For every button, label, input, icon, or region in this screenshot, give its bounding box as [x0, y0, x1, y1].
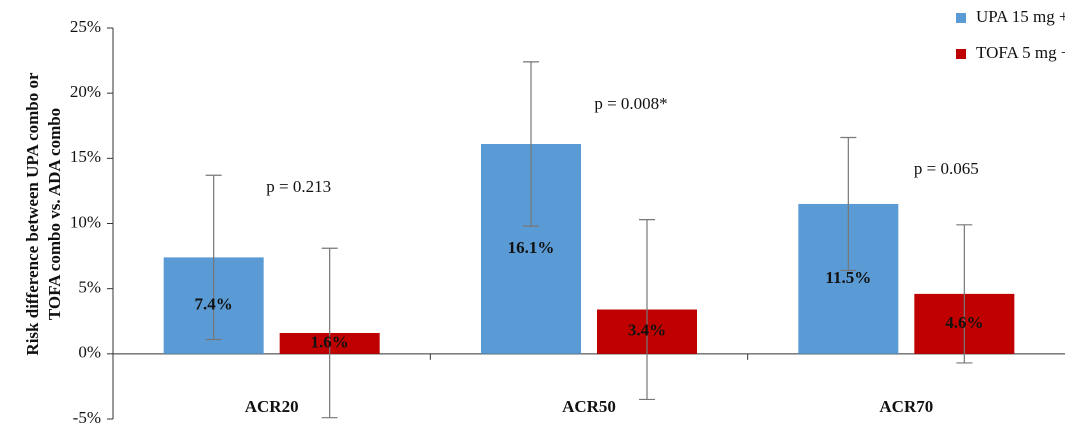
x-tick-label: ACR20 [245, 397, 299, 416]
error-bar [956, 224, 973, 364]
y-tick-label: 0% [78, 343, 101, 362]
value-label: 7.4% [195, 295, 233, 314]
annotation: p = 0.008* [594, 94, 667, 113]
y-tick-label: 20% [70, 82, 101, 101]
y-tick-label: -5% [73, 408, 101, 424]
error-bar [205, 174, 222, 341]
value-label: 1.6% [311, 332, 349, 351]
legend-label: TOFA 5 mg + MTX [976, 43, 1065, 62]
error-bar [321, 247, 338, 419]
legend-label: UPA 15 mg + MTX [976, 7, 1065, 26]
value-label: 16.1% [508, 238, 555, 257]
y-tick-label: 5% [78, 278, 101, 297]
y-tick-label: 10% [70, 212, 101, 231]
legend-swatch [956, 49, 966, 59]
x-tick-label: ACR50 [562, 397, 616, 416]
annotation: p = 0.065 [914, 159, 979, 178]
y-axis-label: TOFA combo vs. ADA combo [45, 108, 64, 320]
legend-swatch [956, 13, 966, 23]
value-label: 3.4% [628, 321, 666, 340]
value-label: 4.6% [945, 313, 983, 332]
annotation: p = 0.213 [266, 177, 331, 196]
error-bar [639, 218, 655, 401]
error-bar [840, 136, 857, 272]
error-bar [523, 61, 539, 227]
value-label: 11.5% [825, 268, 871, 287]
y-axis-label: Risk difference between UPA combo or [23, 72, 42, 356]
y-tick-label: 15% [70, 147, 101, 166]
y-tick-label: 25% [70, 17, 101, 36]
x-tick-label: ACR70 [879, 397, 933, 416]
